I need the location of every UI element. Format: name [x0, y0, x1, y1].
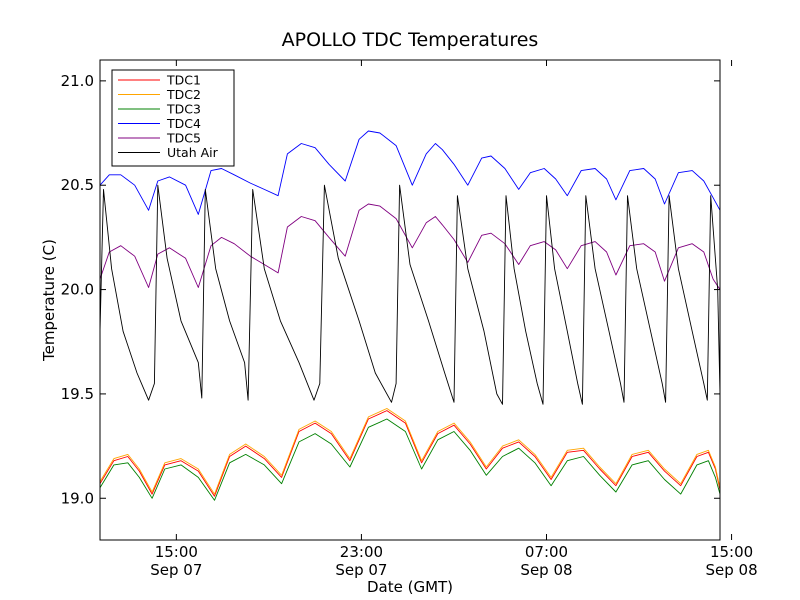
- x-tick-time-label: 07:00: [525, 543, 568, 561]
- series-line-tdc1: [100, 410, 720, 497]
- y-tick-label: 20.5: [61, 176, 94, 194]
- y-tick-label: 21.0: [61, 72, 94, 90]
- legend-label: TDC3: [166, 102, 201, 117]
- legend-label: TDC5: [166, 131, 201, 146]
- x-tick-time-label: 23:00: [340, 543, 383, 561]
- x-tick-date-label: Sep 08: [705, 561, 757, 579]
- y-tick-label: 19.0: [61, 489, 94, 507]
- series-line-tdc3: [100, 418, 720, 501]
- series-line-tdc2: [100, 408, 720, 495]
- x-tick-time-label: 15:00: [710, 543, 753, 561]
- series-layer: [100, 130, 720, 501]
- chart-title: APOLLO TDC Temperatures: [282, 29, 539, 51]
- y-tick-label: 20.0: [61, 281, 94, 299]
- legend-label: TDC1: [166, 73, 201, 88]
- x-tick-date-label: Sep 07: [335, 561, 387, 579]
- series-line-tdc4: [100, 130, 720, 215]
- x-tick-date-label: Sep 07: [150, 561, 202, 579]
- x-axis-label: Date (GMT): [367, 578, 453, 596]
- y-tick-label: 19.5: [61, 385, 94, 403]
- series-line-tdc5: [100, 203, 720, 290]
- legend-label: TDC2: [166, 87, 201, 102]
- series-line-utah-air: [100, 184, 720, 405]
- x-tick-date-label: Sep 08: [520, 561, 572, 579]
- legend-label: Utah Air: [167, 145, 219, 160]
- legend-label: TDC4: [166, 116, 201, 131]
- legend-frame: [111, 69, 235, 167]
- plot-frame: [99, 59, 721, 541]
- x-tick-time-label: 15:00: [155, 543, 198, 561]
- y-axis: 19.0 19.5 20.0 20.5 21.0: [61, 72, 720, 507]
- y-axis-label: Temperature (C): [40, 239, 58, 362]
